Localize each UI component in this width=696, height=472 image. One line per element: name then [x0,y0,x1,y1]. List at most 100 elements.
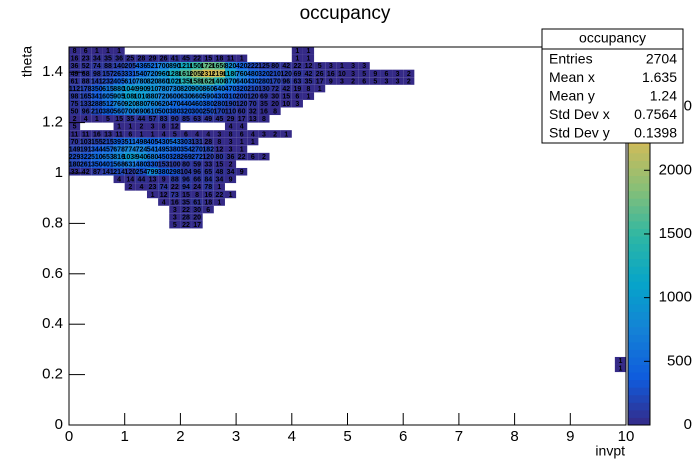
heatmap-cell [135,54,147,63]
heatmap-cell [113,167,125,176]
heatmap-cell [202,183,214,191]
cell-value: 96 [193,169,201,176]
heatmap-cell [80,69,92,78]
cell-value: 1 [307,93,311,100]
cell-value: 880 [147,93,159,100]
y-tick-label: 0.2 [42,366,63,383]
cell-value: 1400 [212,78,228,85]
cell-value: 1 [618,366,622,373]
cell-value: 11 [115,131,123,138]
heatmap-cell [191,213,203,221]
cell-value: 210 [247,86,259,93]
heatmap-cell [169,69,181,78]
cell-value: 1350 [178,78,194,85]
color-bar-band [628,364,650,373]
heatmap-cell [191,107,203,116]
cell-value: 182 [202,146,214,153]
heatmap-cell [180,213,192,221]
heatmap-cell [146,122,159,131]
x-tick-label: 6 [399,428,407,445]
cell-value: 4 [251,131,255,138]
cell-value: 28 [204,139,212,146]
cell-value: 3 [229,146,233,153]
cell-value: 820 [225,63,237,70]
cell-value: 320 [236,86,248,93]
cell-value: 774 [124,146,136,153]
heatmap-cell [124,137,136,146]
color-bar-label: 0 [684,416,692,433]
cell-value: 69 [260,93,268,100]
cell-value: 870 [225,78,237,85]
heatmap-cell [113,77,125,85]
cell-value: 65 [204,169,212,176]
heatmap-cell [102,47,114,55]
heatmap-cell [135,115,147,123]
heatmap-cell [124,183,136,191]
color-bar-band [628,190,650,199]
heatmap-cell [158,183,170,191]
cell-value: 640 [236,78,248,85]
cell-value: 5 [106,116,110,123]
cell-value: 880 [136,101,148,108]
cell-value: 900 [191,86,203,93]
heatmap-cell [169,220,181,229]
cell-value: 120 [280,71,292,78]
cell-value: 330 [147,162,159,169]
heatmap-cell [102,152,114,161]
heatmap-cell [202,84,214,93]
cell-value: 354 [180,146,192,153]
cell-value: 16 [204,192,212,199]
heatmap-cell [224,84,237,93]
chart-title: occupancy [300,3,391,24]
cell-value: 17 [238,116,246,123]
cell-value: 229 [69,154,81,161]
cell-value: 35 [260,101,268,108]
cell-value: 4 [139,184,143,191]
cell-value: 820 [147,78,159,85]
cell-value: 15 [215,162,223,169]
heatmap-cell [202,77,214,85]
cell-value: 3 [295,101,299,108]
x-tick-label: 8 [510,428,518,445]
cell-value: 16 [260,109,268,116]
heatmap-cell [146,84,159,93]
heatmap-cell [314,84,326,93]
cell-value: 401 [102,162,114,169]
cell-value: 28 [138,56,146,63]
cell-value: 70 [249,101,257,108]
cell-value: 631 [124,162,136,169]
stats-value: 1.635 [642,69,677,85]
heatmap-cell [213,54,225,63]
heatmap-cell [135,77,147,85]
heatmap-cell [158,167,170,176]
cell-value: 1 [95,116,99,123]
heatmap-cell [80,152,92,161]
heatmap-cell [69,62,81,70]
heatmap-cell [169,167,181,176]
cell-value: 511 [125,139,136,146]
heatmap-cell [291,62,303,70]
heatmap-cell [302,92,315,100]
cell-value: 653 [102,154,114,161]
cell-value: 20 [193,214,201,221]
color-bar-band [628,175,650,184]
heatmap-cell [213,92,225,100]
cell-value: 678 [113,146,125,153]
cell-value: 12 [305,63,313,70]
cell-value: 149 [69,146,81,153]
cell-value: 480 [247,71,259,78]
cell-value: 543 [169,139,181,146]
cell-value: 36 [227,154,235,161]
cell-value: 29 [227,116,235,123]
color-bar-band [628,341,650,350]
heatmap-cell [302,62,315,70]
heatmap-cell [236,92,248,100]
cell-value: 88 [104,63,112,70]
cell-value: 13 [149,177,157,184]
heatmap-cell [146,167,159,176]
cell-value: 42 [82,169,90,176]
heatmap-cell [69,122,81,131]
heatmap-cell [280,99,292,108]
heatmap-cell [91,77,103,85]
heatmap-cell [180,130,192,138]
